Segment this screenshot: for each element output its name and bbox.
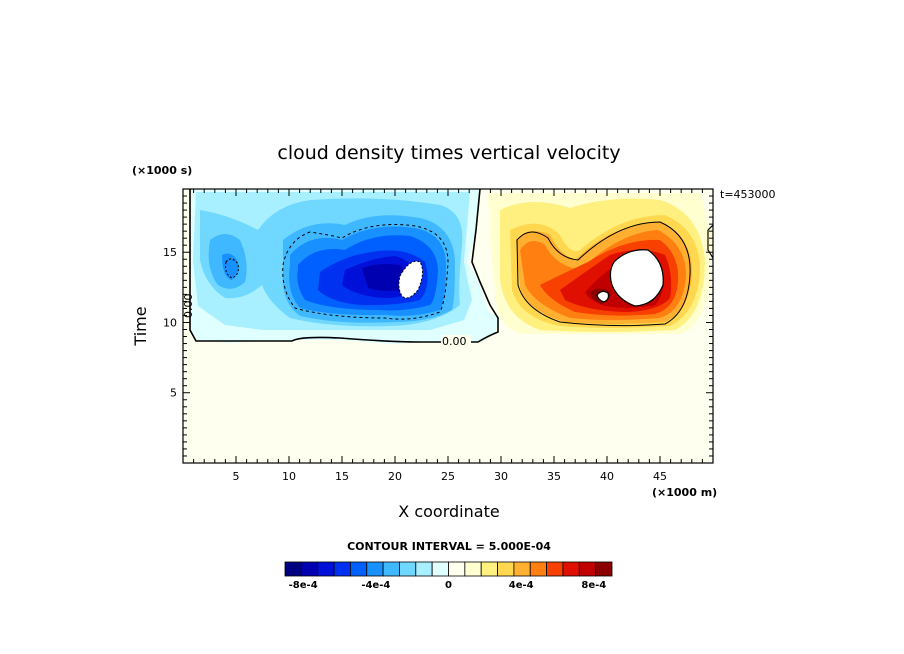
axis-tick-labels: 5 10 15 20 25 30 35 40 45 5 10 15 <box>163 246 667 483</box>
neg-contour-line-1 <box>282 224 449 320</box>
edge-contour-line <box>707 224 713 259</box>
x-tick-label: 35 <box>547 470 561 483</box>
colorbar-cell <box>546 561 564 577</box>
colorbar-tick-label: 0 <box>445 580 452 591</box>
colorbar-cell <box>284 561 302 577</box>
colorbar-cell <box>300 561 319 577</box>
chart-title: cloud density times vertical velocity <box>277 142 620 164</box>
x-tick-label: 10 <box>282 470 296 483</box>
pos-contour-line <box>516 221 691 327</box>
colorbar-cell <box>349 561 368 577</box>
x-tick-label: 40 <box>600 470 614 483</box>
colorbar-labels: -8e-4 -4e-4 0 4e-4 8e-4 <box>289 580 607 591</box>
colorbar-tick-label: 8e-4 <box>581 580 606 591</box>
y-axis-label: Time <box>131 306 150 346</box>
colorbar-cell <box>480 561 498 577</box>
zero-contour-label-1: 0.00 <box>442 335 467 348</box>
colorbar-cell <box>464 561 482 577</box>
zero-label-bg-1 <box>441 335 471 347</box>
colorbar-cell <box>366 561 384 577</box>
pos-core-contour-1 <box>609 249 664 307</box>
colorbar-cell <box>448 561 466 577</box>
colorbar-cell <box>382 561 400 577</box>
x-tick-label: 45 <box>653 470 667 483</box>
colorbar-tick-label: 4e-4 <box>509 580 534 591</box>
y-tick-label: 5 <box>170 387 177 400</box>
x-unit-label: (×1000 m) <box>652 486 717 499</box>
x-tick-label: 30 <box>494 470 508 483</box>
colorbar-cell <box>529 561 548 577</box>
colorbar-tick-label: -4e-4 <box>361 580 390 591</box>
heatmap-field <box>183 189 713 463</box>
x-tick-label: 5 <box>233 470 240 483</box>
axis-ticks <box>183 189 713 463</box>
x-tick-label: 15 <box>335 470 349 483</box>
colorbar-tick-label: -8e-4 <box>289 580 318 591</box>
colorbar-cell <box>415 561 433 577</box>
colorbar-cell <box>562 561 580 577</box>
contour-interval-text: CONTOUR INTERVAL = 5.000E-04 <box>347 540 551 553</box>
y-unit-label: (×1000 s) <box>132 164 192 177</box>
colorbar-cell <box>578 561 597 577</box>
x-tick-label: 25 <box>441 470 455 483</box>
colorbar-cell <box>399 561 417 577</box>
pos-core-hole-1 <box>610 249 664 306</box>
time-stamp: t=453000 <box>720 188 776 201</box>
pos-core-contour-2 <box>596 290 610 303</box>
neg-core-contour <box>398 260 424 299</box>
x-tick-label: 20 <box>388 470 402 483</box>
colorbar-cell <box>333 561 351 577</box>
zero-contour-label-2: 0.00 <box>182 294 195 319</box>
zero-contour-line <box>189 189 499 343</box>
colorbar-cell <box>431 561 449 577</box>
colorbar-cell <box>497 561 515 577</box>
colorbar-cell <box>595 561 613 577</box>
colorbar-cell <box>317 561 335 577</box>
y-tick-label: 15 <box>163 246 177 259</box>
x-axis-label: X coordinate <box>398 502 499 521</box>
y-tick-label: 10 <box>163 316 177 329</box>
neg-core-hole <box>398 261 423 298</box>
pos-edge-fragment <box>708 225 713 258</box>
colorbar-cell <box>513 561 531 577</box>
colorbar <box>284 561 613 577</box>
neg-level-9 <box>362 264 406 292</box>
